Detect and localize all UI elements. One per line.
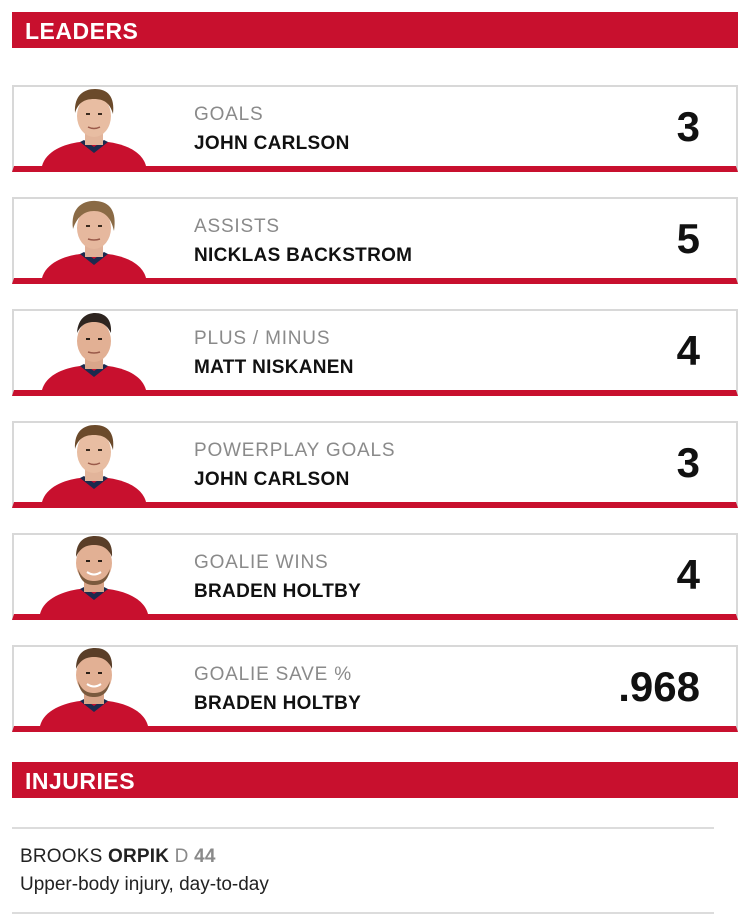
stat-value: .968 (618, 663, 700, 710)
player-headshot-icon (40, 647, 148, 726)
player-name[interactable]: JOHN CARLSON (194, 469, 350, 490)
player-name[interactable]: NICKLAS BACKSTROM (194, 245, 413, 266)
player-name[interactable]: BRADEN HOLTBY (194, 693, 362, 714)
leader-card-plus-minus[interactable]: PLUS / MINUS MATT NISKANEN 4 (12, 309, 738, 396)
injuries-section-header: INJURIES (12, 762, 738, 798)
leader-card-powerplay-goals[interactable]: POWERPLAY GOALS JOHN CARLSON 3 (12, 421, 738, 508)
leader-card-goalie-save-pct[interactable]: GOALIE SAVE % BRADEN HOLTBY .968 (12, 645, 738, 732)
stat-value: 4 (676, 327, 700, 374)
stat-label: ASSISTS (194, 216, 280, 237)
player-name[interactable]: MATT NISKANEN (194, 357, 354, 378)
player-headshot-icon (40, 199, 148, 278)
injury-description: Upper-body injury, day-to-day (20, 874, 269, 895)
player-headshot-icon (40, 311, 148, 390)
player-headshot-icon (40, 87, 148, 166)
injury-divider-top (12, 827, 714, 829)
stat-value: 3 (676, 103, 700, 150)
injury-list-item[interactable]: BROOKS ORPIK D 44 Upper-body injury, day… (20, 846, 710, 896)
stat-label: GOALIE WINS (194, 552, 329, 573)
stat-label: POWERPLAY GOALS (194, 440, 396, 461)
injury-jersey-number: 44 (194, 846, 216, 867)
stat-value: 3 (676, 439, 700, 486)
stat-value: 5 (676, 215, 700, 262)
injury-divider-bottom (12, 912, 714, 914)
injuries-header-title: INJURIES (25, 768, 136, 794)
leader-card-assists[interactable]: ASSISTS NICKLAS BACKSTROM 5 (12, 197, 738, 284)
player-name[interactable]: BRADEN HOLTBY (194, 581, 362, 602)
injury-player-line: BROOKS ORPIK D 44 (20, 846, 710, 868)
stat-label: GOALIE SAVE % (194, 664, 352, 685)
stat-value: 4 (676, 551, 700, 598)
player-name[interactable]: JOHN CARLSON (194, 133, 350, 154)
stat-label: GOALS (194, 104, 264, 125)
stat-label: PLUS / MINUS (194, 328, 331, 349)
injury-first-name: BROOKS (20, 846, 103, 867)
leader-card-goalie-wins[interactable]: GOALIE WINS BRADEN HOLTBY 4 (12, 533, 738, 620)
player-headshot-icon (40, 423, 148, 502)
leader-card-goals[interactable]: GOALS JOHN CARLSON 3 (12, 85, 738, 172)
leaders-header-title: LEADERS (25, 18, 139, 44)
player-headshot-icon (40, 535, 148, 614)
leaders-section-header: LEADERS (12, 12, 738, 48)
injury-position: D (174, 846, 189, 867)
injury-last-name[interactable]: ORPIK (107, 846, 170, 867)
